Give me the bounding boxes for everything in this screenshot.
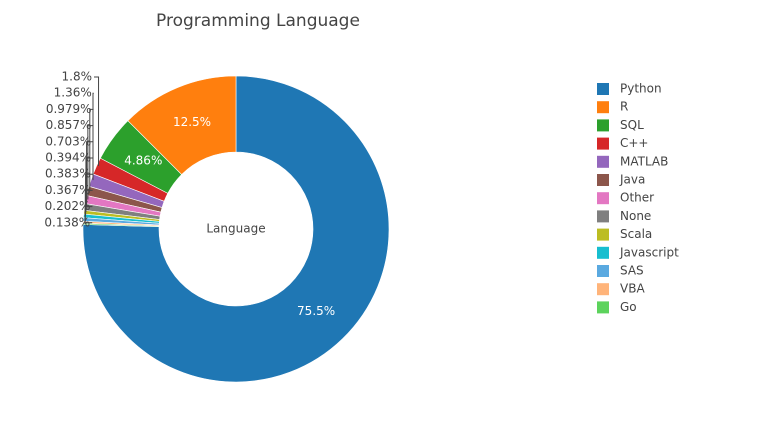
legend-swatch — [597, 192, 609, 205]
slice-label: 0.383% — [45, 167, 91, 181]
legend-swatch — [597, 301, 609, 314]
legend-label: MATLAB — [620, 154, 668, 168]
slice-label: 0.138% — [44, 215, 90, 229]
leader-line — [92, 92, 94, 181]
slice-label: 0.703% — [45, 134, 91, 148]
slice-label: 1.36% — [54, 86, 92, 100]
legend-label: R — [620, 100, 628, 114]
leader-line — [84, 222, 93, 224]
legend-swatch — [597, 83, 609, 95]
leader-line — [94, 76, 100, 167]
legend-swatch — [597, 137, 609, 150]
slice — [82, 75, 390, 383]
legend-label: Java — [619, 173, 645, 187]
slice-label: 0.857% — [46, 118, 92, 132]
leader-line — [89, 108, 94, 191]
slice-label: 75.5% — [297, 304, 335, 318]
leader-line — [84, 206, 93, 223]
legend-label: Python — [620, 82, 662, 96]
legend-swatch — [597, 246, 609, 259]
slice-label: 4.86% — [124, 153, 162, 167]
legend-swatch — [597, 119, 609, 132]
legend-label: SAS — [620, 264, 644, 278]
slice-label: 0.202% — [45, 199, 91, 213]
slice-label: 1.8% — [62, 70, 93, 84]
legend-label: C++ — [620, 136, 649, 150]
legend-label: SQL — [620, 118, 644, 132]
legend-label: Other — [620, 191, 654, 205]
legend-label: Javascript — [619, 245, 679, 259]
legend-label: Scala — [620, 227, 652, 241]
legend-swatch — [597, 283, 609, 296]
slice — [82, 222, 160, 228]
slice-label: 0.394% — [45, 151, 91, 165]
leader-line — [87, 125, 94, 200]
legend-swatch — [597, 210, 609, 223]
slice-label: 12.5% — [173, 115, 211, 129]
legend-swatch — [597, 265, 609, 277]
leader-line — [86, 141, 94, 207]
legend-label: VBA — [620, 282, 645, 296]
legend-swatch — [597, 155, 609, 168]
legend-swatch — [597, 174, 609, 186]
legend-label: Go — [620, 300, 637, 314]
center-text: Language — [206, 222, 265, 236]
slice-label: 0.979% — [46, 102, 92, 116]
legend-swatch — [597, 101, 609, 114]
legend-label: None — [620, 209, 651, 223]
slice-label: 0.367% — [45, 183, 91, 197]
chart-title: Programming Language — [156, 11, 360, 31]
legend-swatch — [597, 228, 609, 241]
